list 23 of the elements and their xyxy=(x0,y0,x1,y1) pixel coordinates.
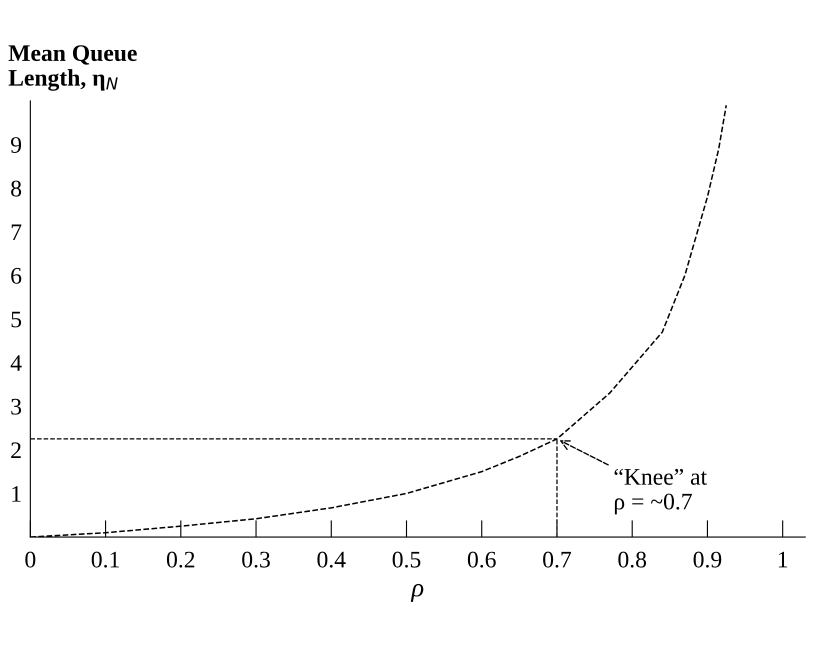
y-tick-label: 6 xyxy=(11,268,22,284)
y-tick-label: 8 xyxy=(11,180,22,197)
x-tick-label: 0.2 xyxy=(166,552,194,568)
x-tick-label: 0.4 xyxy=(317,552,346,568)
y-axis-title: Mean Queue Length, η$_{N}$ xyxy=(8,45,137,91)
x-axis-title: ρ xyxy=(410,584,424,602)
y-tick-label: 3 xyxy=(11,398,22,415)
y-tick-label: 9 xyxy=(10,137,22,153)
x-tick-label: 1 xyxy=(778,552,788,568)
x-tick-label: 0.8 xyxy=(618,552,646,568)
annotation: “Knee” at ρ = ~0.7 xyxy=(614,468,707,514)
x-tick-label: 0.5 xyxy=(392,552,420,568)
y-tick-label: 5 xyxy=(12,312,22,328)
y-tick-label: 1 xyxy=(12,486,21,502)
y-tick-label: 4 xyxy=(10,355,22,371)
x-tick-label: 0.3 xyxy=(242,552,270,568)
y-tick-label: 2 xyxy=(11,442,21,458)
x-tick-label: 0 xyxy=(25,552,36,568)
x-tick-label: 0.9 xyxy=(694,552,722,568)
x-tick-label: 0.1 xyxy=(92,552,119,568)
x-tick-label: 0.7 xyxy=(543,552,572,568)
x-tick-label: 0.6 xyxy=(468,552,496,568)
y-tick-label: 7 xyxy=(12,224,22,240)
